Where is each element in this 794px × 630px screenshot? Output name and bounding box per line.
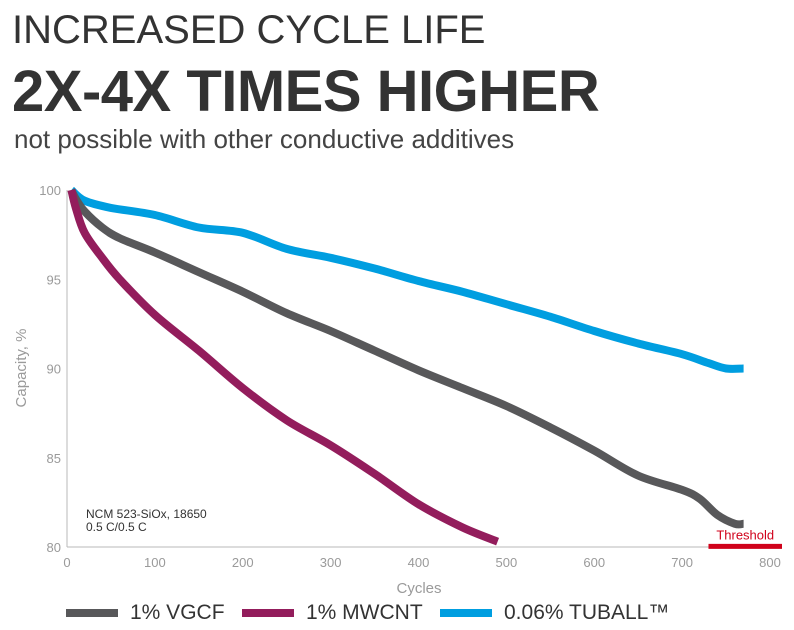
test-condition-line-2: 0.5 C/0.5 C bbox=[86, 520, 147, 534]
chart-axes bbox=[66, 190, 770, 548]
x-axis-label: Cycles bbox=[396, 580, 441, 597]
legend-item-vgcf: 1% VGCF bbox=[66, 598, 225, 628]
chart-legend: 1% VGCF 1% MWCNT 0.06% TUBALL™ bbox=[0, 598, 794, 628]
y-tick-label: 90 bbox=[47, 362, 61, 377]
chart-title-line-2: 2X-4X TIMES HIGHER bbox=[12, 59, 600, 124]
legend-label-mwcnt: 1% MWCNT bbox=[306, 601, 423, 624]
legend-swatch-tuball bbox=[440, 609, 492, 617]
legend-item-tuball: 0.06% TUBALL™ bbox=[440, 598, 669, 628]
legend-item-mwcnt: 1% MWCNT bbox=[242, 598, 423, 628]
series-line bbox=[67, 189, 500, 546]
chart-series bbox=[67, 186, 745, 546]
x-tick-label: 300 bbox=[320, 555, 342, 570]
legend-label-vgcf: 1% VGCF bbox=[130, 601, 225, 624]
chart-ticks: 0 100 200 300 400 500 600 700 800 80 85 90 95 100 bbox=[39, 183, 781, 570]
series-line bbox=[68, 186, 744, 373]
line-chart: 0 100 200 300 400 500 600 700 800 80 85 90 95 100 Cyc… bbox=[13, 183, 782, 597]
x-tick-label: 600 bbox=[583, 555, 605, 570]
threshold-label: Threshold bbox=[716, 527, 774, 542]
x-tick-label: 400 bbox=[408, 555, 430, 570]
x-tick-label: 800 bbox=[759, 555, 781, 570]
chart-title-line-1: INCREASED CYCLE LIFE bbox=[12, 8, 486, 52]
y-tick-label: 95 bbox=[47, 272, 61, 287]
y-tick-label: 100 bbox=[39, 183, 61, 198]
threshold-marker: Threshold bbox=[708, 527, 782, 549]
x-tick-label: 500 bbox=[496, 555, 518, 570]
chart-subtitle: not possible with other conductive addit… bbox=[14, 124, 515, 154]
y-tick-label: 85 bbox=[47, 451, 61, 466]
legend-label-tuball: 0.06% TUBALL™ bbox=[504, 601, 670, 624]
x-tick-label: 0 bbox=[63, 555, 70, 570]
x-tick-label: 100 bbox=[144, 555, 166, 570]
x-tick-label: 700 bbox=[671, 555, 693, 570]
series-line bbox=[67, 188, 745, 529]
y-tick-label: 80 bbox=[47, 540, 61, 555]
y-axis-label: Capacity, % bbox=[13, 329, 30, 408]
x-tick-label: 200 bbox=[232, 555, 254, 570]
legend-swatch-mwcnt bbox=[242, 609, 294, 617]
legend-swatch-vgcf bbox=[66, 609, 118, 617]
test-condition-line-1: NCM 523-SiOx, 18650 bbox=[86, 507, 207, 521]
